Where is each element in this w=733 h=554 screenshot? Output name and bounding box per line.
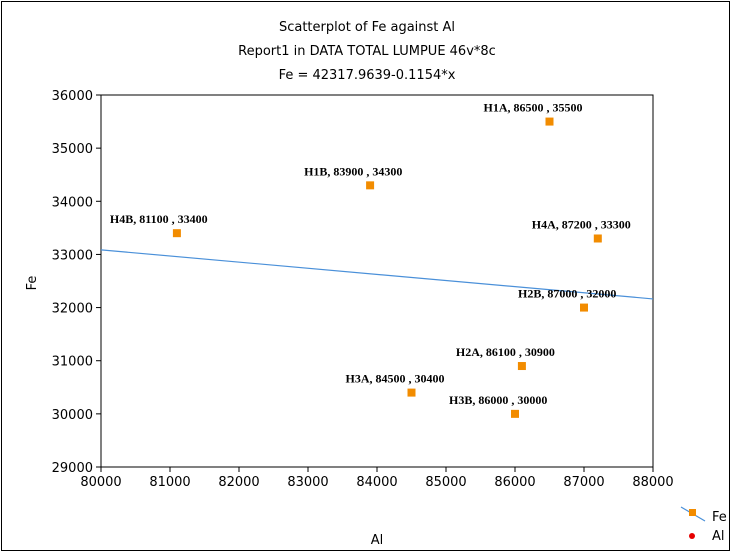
x-tick-label: 85000 — [425, 475, 466, 490]
data-point — [593, 234, 602, 243]
data-point — [580, 303, 588, 312]
x-tick-label: 80000 — [80, 475, 121, 490]
data-point — [172, 229, 181, 238]
plot-area — [100, 94, 654, 468]
point-labels: H1A, 86500 , 35500 H1B, 83900 , 34300 H4B,… — [110, 101, 631, 407]
regression-equation: Fe = 42317.9639-0.1154*x — [279, 68, 456, 83]
y-tick-label: 31000 — [52, 355, 93, 370]
x-axis-label: Al — [371, 533, 384, 548]
data-point — [545, 117, 554, 126]
point-label: H4B, 81100 , 33400 — [110, 212, 208, 226]
chart-title: Scatterplot of Fe against Al — [279, 20, 455, 35]
point-label: H2B, 87000 , 32000 — [518, 287, 616, 301]
data-point — [366, 181, 375, 190]
legend-fe-label: Fe — [712, 510, 727, 525]
x-axis: 80000 81000 82000 83000 84000 85000 86000 87000… — [80, 467, 674, 490]
y-tick-label: 29000 — [52, 461, 93, 476]
y-axis-label: Fe — [25, 276, 40, 291]
legend-fe-marker — [689, 509, 696, 516]
y-tick-label: 35000 — [52, 142, 93, 157]
legend-al-label: Al — [712, 529, 725, 544]
point-label: H3A, 84500 , 30400 — [346, 372, 445, 386]
data-point — [511, 409, 519, 418]
x-tick-label: 88000 — [632, 475, 673, 490]
y-tick-label: 30000 — [52, 408, 93, 423]
regression-line-group — [100, 249, 654, 300]
point-label: H3B, 86000 , 30000 — [449, 393, 547, 407]
regression-line — [100, 249, 654, 300]
data-point — [407, 388, 416, 397]
y-tick-label: 32000 — [52, 302, 93, 317]
x-tick-label: 81000 — [149, 475, 190, 490]
y-axis: 29000 30000 31000 32000 33000 34000 35000 36000 — [52, 89, 101, 476]
point-label: H1A, 86500 , 35500 — [484, 101, 583, 115]
x-tick-label: 82000 — [218, 475, 259, 490]
point-label: H1B, 83900 , 34300 — [304, 164, 402, 178]
chart-subtitle: Report1 in DATA TOTAL LUMPUE 46v*8c — [238, 44, 496, 59]
y-tick-label: 34000 — [52, 195, 93, 210]
y-tick-label: 36000 — [52, 89, 93, 104]
x-tick-label: 86000 — [494, 475, 535, 490]
data-points — [172, 117, 602, 418]
x-tick-label: 83000 — [287, 475, 328, 490]
point-label: H4A, 87200 , 33300 — [532, 217, 631, 231]
x-tick-label: 87000 — [563, 475, 604, 490]
legend-al-marker — [689, 533, 695, 539]
data-point — [517, 362, 526, 371]
point-label: H2A, 86100 , 30900 — [456, 345, 555, 359]
y-tick-label: 33000 — [52, 248, 93, 263]
x-tick-label: 84000 — [356, 475, 397, 490]
chart-titles: Scatterplot of Fe against Al Report1 in … — [238, 20, 496, 83]
legend: Fe Al — [680, 506, 727, 544]
